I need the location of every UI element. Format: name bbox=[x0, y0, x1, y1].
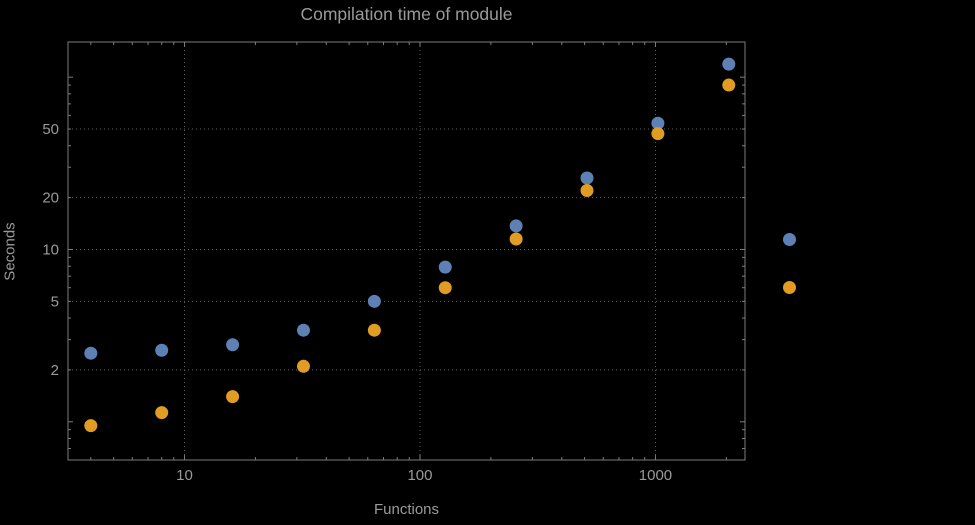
data-point-series-2 bbox=[84, 419, 98, 433]
legend bbox=[783, 233, 796, 329]
data-point-series-1 bbox=[438, 260, 452, 274]
data-point-series-2 bbox=[722, 78, 736, 92]
data-point-series-2 bbox=[651, 127, 665, 141]
legend-marker-series-1 bbox=[783, 233, 796, 246]
y-tick-label: 10 bbox=[42, 241, 59, 258]
data-point-series-2 bbox=[438, 281, 452, 295]
data-point-series-2 bbox=[226, 390, 240, 404]
data-point-series-2 bbox=[509, 232, 523, 246]
data-point-series-2 bbox=[155, 406, 169, 420]
x-tick-label: 10 bbox=[176, 467, 193, 484]
data-point-series-1 bbox=[580, 171, 594, 185]
legend-marker-series-2 bbox=[783, 281, 796, 294]
x-tick-label: 100 bbox=[407, 467, 432, 484]
data-point-series-1 bbox=[722, 57, 736, 71]
x-tick-label: 1000 bbox=[639, 467, 672, 484]
data-point-series-1 bbox=[367, 294, 381, 308]
y-tick-label: 50 bbox=[42, 121, 59, 138]
data-point-series-1 bbox=[226, 338, 240, 352]
chart-title: Compilation time of module bbox=[300, 4, 513, 24]
data-point-series-1 bbox=[509, 219, 523, 233]
data-point-series-1 bbox=[296, 323, 310, 337]
data-point-series-2 bbox=[367, 323, 381, 337]
data-point-series-2 bbox=[296, 359, 310, 373]
data-point-series-1 bbox=[651, 116, 665, 130]
y-tick-label: 20 bbox=[42, 190, 59, 207]
x-axis-label: Functions bbox=[373, 501, 440, 518]
data-point-series-1 bbox=[84, 346, 98, 360]
y-axis-label: Seconds bbox=[1, 222, 19, 281]
y-tick-label: 2 bbox=[51, 362, 59, 379]
data-point-series-1 bbox=[155, 343, 169, 357]
plot-frame bbox=[67, 41, 746, 461]
data-point-series-2 bbox=[580, 183, 594, 197]
y-tick-label: 5 bbox=[51, 293, 59, 310]
